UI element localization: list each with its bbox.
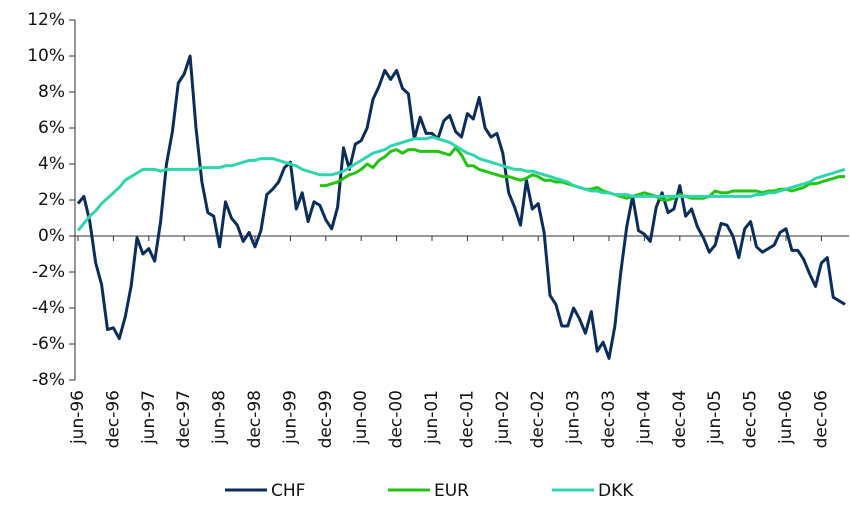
x-tick-label: jun-05 [705,390,725,445]
series-line [76,54,846,360]
legend-label: CHF [271,481,305,501]
x-tick-label: jun-06 [776,390,796,445]
y-tick-label: -6% [32,334,65,354]
y-tick-label: 6% [38,118,65,138]
x-tick-label: jun-99 [280,390,300,445]
x-tick-label: dec-98 [245,390,265,448]
x-tick-label: dec-01 [457,390,477,448]
x-tick-label: dec-96 [103,390,123,448]
x-tick-label: dec-06 [811,390,831,448]
y-tick-label: 10% [27,46,65,66]
legend-label: EUR [434,481,469,501]
x-tick-label: dec-04 [670,390,690,448]
x-tick-label: jun-02 [493,390,513,445]
legend-label: DKK [598,481,634,501]
y-tick-label: -2% [32,262,65,282]
x-tick-label: jun-96 [68,390,88,445]
x-tick-label: jun-00 [351,390,371,445]
y-tick-label: -4% [32,298,65,318]
x-tick-label: dec-99 [316,390,336,448]
x-tick-label: dec-00 [387,390,407,448]
y-tick-label: 8% [38,82,65,102]
series-line [76,135,846,232]
x-tick-label: jun-03 [564,390,584,445]
x-tick-label: jun-04 [634,390,654,445]
x-tick-label: dec-05 [741,390,761,448]
x-tick-label: jun-97 [139,390,159,445]
x-tick-label: dec-97 [174,390,194,448]
x-tick-label: dec-03 [599,390,619,448]
y-tick-label: 0% [38,226,65,246]
y-tick-label: 2% [38,190,65,210]
y-tick-label: 4% [38,154,65,174]
x-tick-label: dec-02 [528,390,548,448]
y-tick-label: -8% [32,370,65,390]
x-tick-label: jun-98 [210,390,230,445]
y-tick-label: 12% [27,10,65,30]
x-tick-label: jun-01 [422,390,442,445]
